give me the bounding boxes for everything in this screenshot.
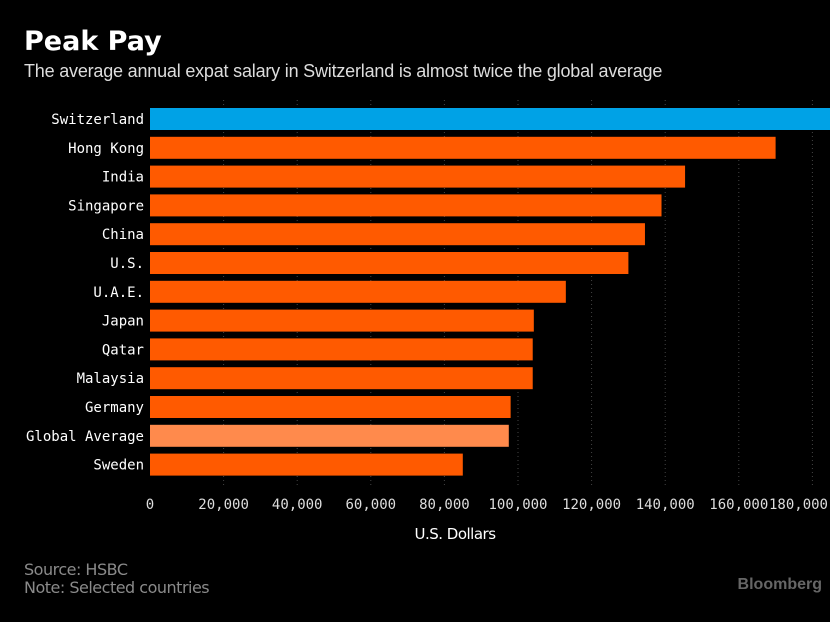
chart-subtitle: The average annual expat salary in Switz… xyxy=(24,61,663,81)
bar-singapore xyxy=(150,194,662,217)
bar-japan xyxy=(150,309,534,332)
x-tick-label: 60,000 xyxy=(346,497,397,513)
bars xyxy=(150,108,830,476)
bar-qatar xyxy=(150,338,533,361)
x-tick-label: 80,000 xyxy=(419,497,470,513)
category-label: U.S. xyxy=(110,256,144,272)
chart-title: Peak Pay xyxy=(24,26,162,57)
category-label: Hong Kong xyxy=(68,141,144,157)
x-tick-label: 0 xyxy=(146,497,154,513)
category-label: Global Average xyxy=(26,429,144,445)
bar-u-s- xyxy=(150,252,629,274)
category-label: Malaysia xyxy=(77,371,144,387)
bar-germany xyxy=(150,396,511,418)
x-tick-label: 120,000 xyxy=(562,497,621,513)
bar-switzerland xyxy=(150,108,830,130)
category-label: U.A.E. xyxy=(93,285,144,301)
category-label: Japan xyxy=(102,314,144,330)
category-label: Sweden xyxy=(93,458,144,474)
x-tick-label: 40,000 xyxy=(272,497,323,513)
x-tick-label: 180,000 xyxy=(769,497,828,513)
category-label: India xyxy=(102,170,144,186)
category-label: China xyxy=(102,227,144,243)
x-tick-label: 140,000 xyxy=(636,497,695,513)
x-tick-label: 100,000 xyxy=(488,497,547,513)
bloomberg-logo: Bloomberg xyxy=(737,576,822,593)
x-axis-label: U.S. Dollars xyxy=(414,525,496,543)
category-label: Singapore xyxy=(68,198,144,214)
category-labels: Switzerland Hong Kong India Singapore China U… xyxy=(26,112,144,474)
bar-u-a-e- xyxy=(150,280,566,303)
source-note: Source: HSBC xyxy=(24,560,128,579)
category-label: Qatar xyxy=(102,342,144,358)
bar-china xyxy=(150,223,645,246)
x-tick-labels: 0 20,000 40,000 60,000 80,000 100,000 120,000 1… xyxy=(146,497,828,513)
bar-hong-kong xyxy=(150,136,776,159)
bar-india xyxy=(150,165,686,188)
bar-malaysia xyxy=(150,367,533,390)
category-label: Germany xyxy=(85,400,144,416)
category-label: Switzerland xyxy=(51,112,144,128)
footnote: Note: Selected countries xyxy=(24,578,210,597)
grid xyxy=(223,100,813,488)
bar-sweden xyxy=(150,453,463,476)
x-tick-label: 160,000 xyxy=(709,497,768,513)
bar-global-average xyxy=(150,424,509,447)
x-tick-label: 20,000 xyxy=(198,497,249,513)
